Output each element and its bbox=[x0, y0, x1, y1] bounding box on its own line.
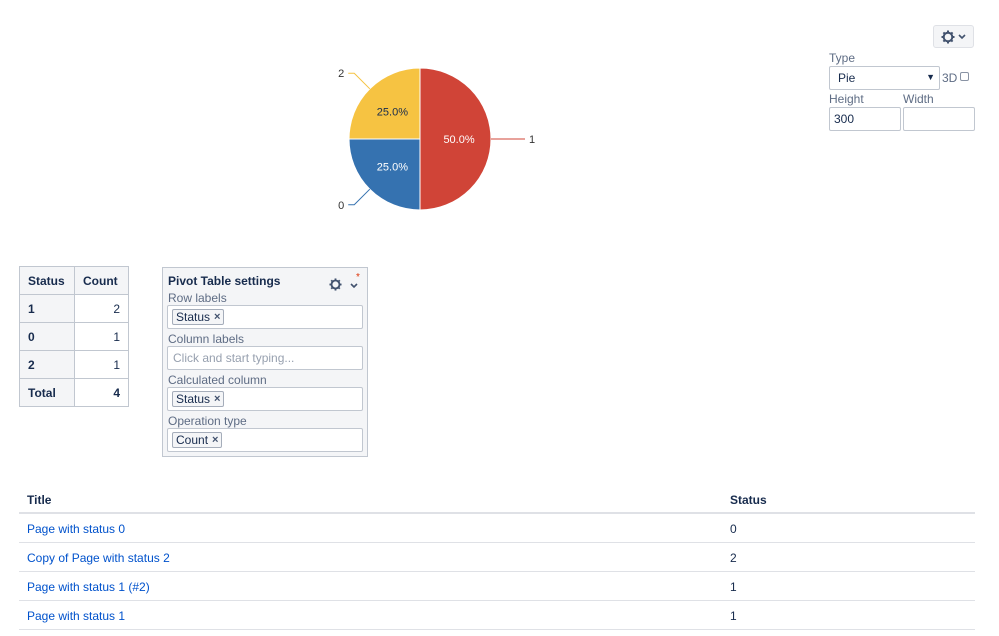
chip-label: Status bbox=[176, 392, 211, 406]
chart-type-value: Pie bbox=[838, 71, 856, 85]
row-labels-chip[interactable]: Status × bbox=[172, 309, 225, 325]
summary-header-row: Status Count bbox=[19, 266, 129, 295]
height-value: 300 bbox=[834, 112, 855, 126]
three-d-checkbox[interactable] bbox=[960, 72, 969, 81]
page-link[interactable]: Page with status 1 (#2) bbox=[27, 580, 150, 594]
chip-remove-icon[interactable]: × bbox=[212, 434, 219, 446]
summary-table: Status Count 1 2 0 1 2 1 Total 4 bbox=[19, 266, 129, 407]
page-link[interactable]: Page with status 1 bbox=[27, 609, 126, 623]
pie-chart: 50.0% 1 25.0% 0 25.0% 2 bbox=[338, 67, 535, 212]
chip-label: Count bbox=[176, 433, 209, 447]
gear-icon bbox=[941, 30, 955, 44]
chevron-down-icon bbox=[958, 33, 966, 40]
chip-remove-icon[interactable]: × bbox=[214, 311, 221, 323]
chip-label: Status bbox=[176, 310, 211, 324]
summary-total-value: 4 bbox=[74, 378, 129, 407]
operation-type-label: Operation type bbox=[168, 414, 247, 428]
row-labels-input[interactable]: Status × bbox=[167, 305, 363, 329]
dropdown-caret-icon: ▼ bbox=[926, 72, 935, 82]
chip-remove-icon[interactable]: × bbox=[214, 393, 221, 405]
results-header-row: Title Status bbox=[19, 485, 975, 514]
calculated-column-label: Calculated column bbox=[168, 373, 267, 387]
pie-percent-label: 50.0% bbox=[443, 134, 474, 146]
summary-header-count: Count bbox=[74, 266, 129, 295]
summary-header-status: Status bbox=[19, 266, 75, 295]
three-d-label: 3D bbox=[942, 71, 958, 85]
summary-row: 1 2 bbox=[19, 294, 129, 323]
summary-key: 1 bbox=[19, 294, 75, 323]
chart-type-select[interactable]: Pie ▼ bbox=[829, 66, 940, 90]
column-labels-label: Column labels bbox=[168, 332, 245, 346]
operation-type-input[interactable]: Count × bbox=[167, 428, 363, 452]
page-link[interactable]: Copy of Page with status 2 bbox=[27, 551, 170, 565]
type-label: Type bbox=[829, 51, 856, 65]
chevron-down-icon[interactable] bbox=[350, 278, 358, 292]
summary-total-row: Total 4 bbox=[19, 378, 129, 407]
status-cell: 0 bbox=[730, 522, 737, 536]
column-labels-input[interactable]: Click and start typing... bbox=[167, 346, 363, 370]
pivot-settings-title: Pivot Table settings bbox=[168, 274, 281, 288]
pie-leader-line bbox=[348, 72, 371, 90]
results-header-title: Title bbox=[27, 493, 52, 507]
summary-key: 0 bbox=[19, 322, 75, 351]
summary-total-label: Total bbox=[19, 378, 75, 407]
calculated-column-input[interactable]: Status × bbox=[167, 387, 363, 411]
status-cell: 1 bbox=[730, 609, 737, 623]
operation-type-chip[interactable]: Count × bbox=[172, 432, 223, 448]
chart-options-button[interactable] bbox=[933, 25, 974, 48]
height-label: Height bbox=[829, 92, 864, 106]
pie-percent-label: 25.0% bbox=[377, 162, 408, 174]
pie-leader-line bbox=[348, 188, 371, 206]
status-cell: 1 bbox=[730, 580, 737, 594]
pivot-settings-panel: Pivot Table settings * Row labels Status… bbox=[162, 267, 368, 457]
width-input[interactable] bbox=[903, 107, 975, 131]
status-cell: 2 bbox=[730, 551, 737, 565]
summary-value: 1 bbox=[74, 350, 129, 379]
results-table: Title Status Page with status 0 0 Copy o… bbox=[19, 485, 975, 630]
required-marker: * bbox=[356, 272, 360, 283]
column-labels-placeholder: Click and start typing... bbox=[173, 351, 295, 365]
table-row: Copy of Page with status 2 2 bbox=[19, 543, 975, 572]
row-labels-label: Row labels bbox=[168, 291, 227, 305]
summary-row: 0 1 bbox=[19, 322, 129, 351]
results-header-status: Status bbox=[730, 493, 767, 507]
pie-percent-label: 25.0% bbox=[377, 106, 408, 118]
pie-category-label: 0 bbox=[338, 200, 344, 212]
height-input[interactable]: 300 bbox=[829, 107, 901, 131]
width-label: Width bbox=[903, 92, 934, 106]
gear-icon[interactable] bbox=[329, 278, 342, 294]
pie-category-label: 1 bbox=[529, 134, 535, 146]
summary-value: 2 bbox=[74, 294, 129, 323]
pie-category-label: 2 bbox=[338, 68, 344, 80]
table-row: Page with status 1 (#2) 1 bbox=[19, 572, 975, 601]
summary-value: 1 bbox=[74, 322, 129, 351]
table-row: Page with status 0 0 bbox=[19, 514, 975, 543]
summary-row: 2 1 bbox=[19, 350, 129, 379]
summary-key: 2 bbox=[19, 350, 75, 379]
page-link[interactable]: Page with status 0 bbox=[27, 522, 126, 536]
calculated-column-chip[interactable]: Status × bbox=[172, 391, 225, 407]
table-row: Page with status 1 1 bbox=[19, 601, 975, 630]
